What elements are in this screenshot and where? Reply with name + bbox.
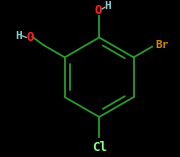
- Text: Br: Br: [155, 40, 169, 50]
- Text: Cl: Cl: [92, 141, 107, 154]
- Text: O: O: [27, 31, 34, 44]
- Text: H: H: [15, 31, 22, 41]
- Text: H: H: [104, 1, 111, 11]
- Text: O: O: [95, 4, 102, 17]
